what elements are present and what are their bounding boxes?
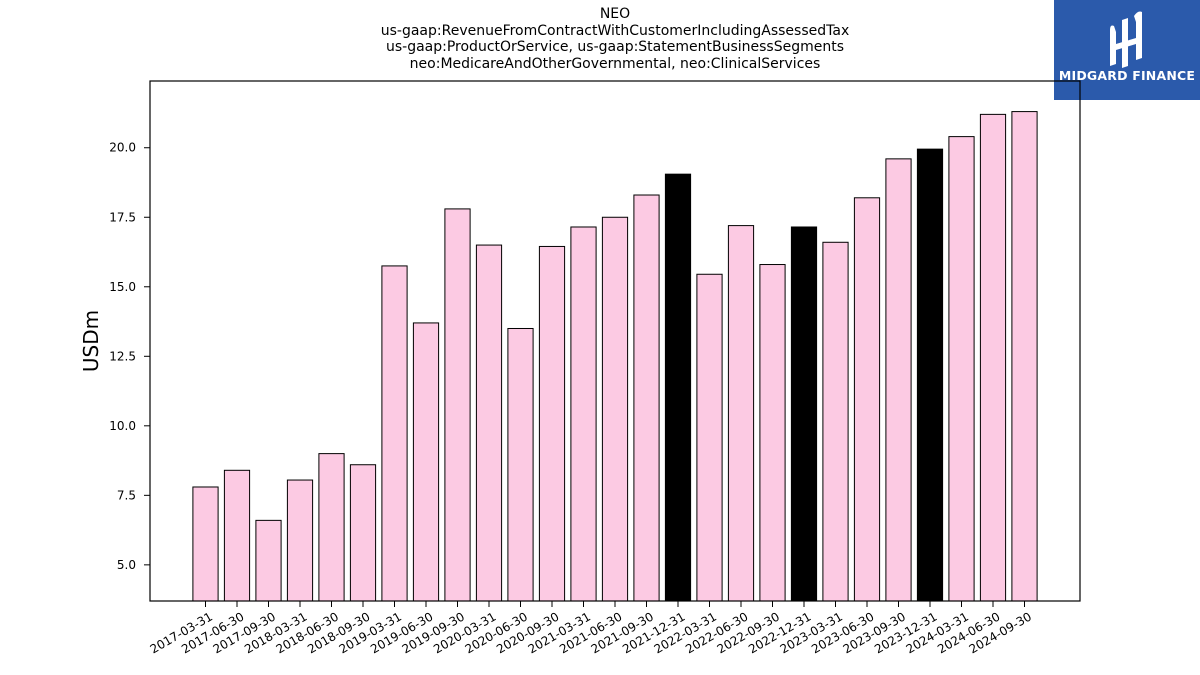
bar-2018-03-31 xyxy=(286,479,314,602)
title-line-4: neo:MedicareAndOtherGovernmental, neo:Cl… xyxy=(409,55,821,72)
bar-2017-06-30 xyxy=(223,469,251,602)
x-axis-ticks: 2017-03-312017-06-302017-09-302018-03-31… xyxy=(148,601,1034,656)
title-line-3: us-gaap:ProductOrService, us-gaap:Statem… xyxy=(385,39,844,55)
bar-2023-12-31 xyxy=(916,148,944,602)
bar-2021-06-30 xyxy=(601,216,629,602)
bar-2022-12-31 xyxy=(790,226,818,602)
bar-2024-06-30 xyxy=(979,113,1007,602)
y-axis-ticks: 5.0 7.5 10.0 12.5 15.0 17.5 20.0 xyxy=(109,141,150,572)
bar-2017-03-31 xyxy=(192,486,219,602)
bar-2022-09-30 xyxy=(759,264,786,602)
bar-2023-09-30 xyxy=(885,158,912,602)
title-line-2: us-gaap:RevenueFromContractWithCustomerI… xyxy=(380,22,850,39)
bar-2020-06-30 xyxy=(507,327,534,602)
bar-2017-09-30 xyxy=(255,519,282,602)
title-line-1: NEO xyxy=(599,6,631,22)
y-tick-label: 7.5 xyxy=(117,488,136,502)
bar-2021-03-31 xyxy=(570,226,597,602)
bar-2019-03-31 xyxy=(381,265,408,602)
logo-text: MIDGARD FINANCE xyxy=(1058,68,1196,83)
bar-2024-09-30 xyxy=(1011,111,1038,602)
bar-2018-09-30 xyxy=(349,464,377,602)
bar-2021-12-31 xyxy=(664,173,692,602)
bar-2020-03-31 xyxy=(475,244,503,602)
bars-group xyxy=(192,111,1038,602)
bar-2024-03-31 xyxy=(948,136,975,602)
y-tick-label: 10.0 xyxy=(109,419,136,433)
bar-2022-03-31 xyxy=(696,273,723,602)
brand-logo: MIDGARD FINANCE xyxy=(1054,0,1200,100)
y-tick-label: 17.5 xyxy=(109,210,136,224)
y-axis-label: USDm xyxy=(79,310,103,372)
y-tick-label: 20.0 xyxy=(109,141,136,155)
bar-2019-06-30 xyxy=(412,322,440,602)
bar-2018-06-30 xyxy=(318,453,345,602)
plot-frame xyxy=(149,80,1081,602)
logo-mark-icon xyxy=(1110,11,1142,68)
chart-title: NEO us-gaap:RevenueFromContractWithCusto… xyxy=(0,6,1200,72)
bar-2019-09-30 xyxy=(444,208,471,602)
bar-2021-09-30 xyxy=(633,194,660,602)
bar-2023-06-30 xyxy=(853,197,881,602)
y-tick-label: 12.5 xyxy=(109,349,136,363)
y-tick-label: 5.0 xyxy=(117,558,136,572)
bar-2023-03-31 xyxy=(822,241,849,602)
bar-2020-09-30 xyxy=(538,245,566,602)
y-tick-label: 15.0 xyxy=(109,280,136,294)
bar-2022-06-30 xyxy=(727,225,755,602)
